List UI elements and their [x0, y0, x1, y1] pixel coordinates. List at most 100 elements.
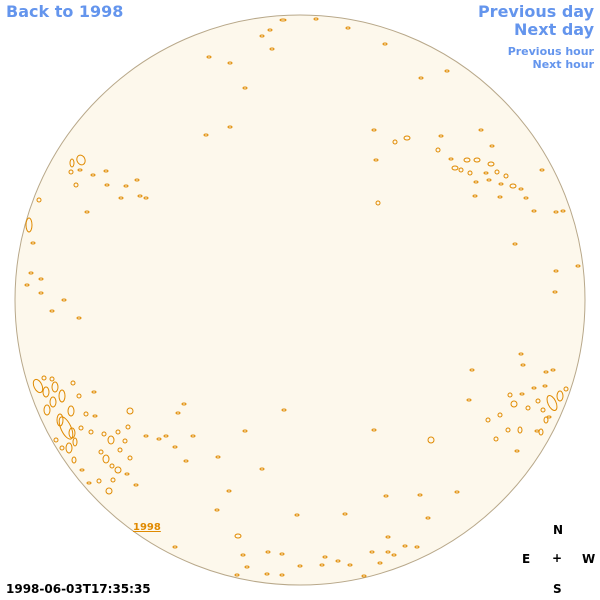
active-region-contour	[517, 426, 523, 434]
active-region-contour	[269, 47, 275, 51]
active-region-contour	[259, 34, 265, 38]
active-region-contour	[319, 563, 325, 567]
active-region-contour	[126, 407, 134, 415]
active-region-contour	[540, 407, 546, 413]
active-region-contour	[498, 182, 504, 186]
active-region-contour	[560, 209, 566, 213]
active-region-contour	[79, 468, 85, 472]
active-region-contour	[125, 424, 131, 430]
active-region-contour	[181, 402, 187, 406]
active-region-contour	[546, 395, 558, 411]
active-region-contour	[531, 386, 537, 390]
active-region-contour	[190, 434, 196, 438]
active-region-contour	[505, 427, 511, 433]
next-day-link[interactable]: Next day	[514, 20, 594, 39]
active-region-contour	[227, 125, 233, 129]
active-region-contour	[418, 76, 424, 80]
active-region-contour	[103, 169, 109, 173]
active-region-contour	[417, 493, 423, 497]
year-link[interactable]: 1998	[133, 522, 161, 533]
active-region-contour	[83, 411, 89, 417]
active-region-contour	[335, 559, 341, 563]
active-region-contour	[114, 466, 122, 474]
active-region-contour	[143, 434, 149, 438]
active-region-contour	[509, 183, 517, 189]
active-region-contour	[49, 309, 55, 313]
active-region-contour	[53, 437, 59, 443]
active-region-contour	[512, 242, 518, 246]
active-region-contour	[65, 442, 73, 454]
active-region-contour	[435, 147, 441, 153]
active-region-contour	[68, 427, 76, 439]
active-region-contour	[345, 26, 351, 30]
active-region-contour	[240, 553, 246, 557]
active-region-contour	[467, 170, 473, 176]
back-to-year-link[interactable]: Back to 1998	[6, 2, 124, 21]
previous-hour-link[interactable]: Previous hour	[507, 45, 594, 58]
active-region-contour	[172, 445, 178, 449]
active-region-contour	[525, 405, 531, 411]
compass-south: S	[553, 582, 562, 596]
active-region-contour	[279, 18, 287, 22]
previous-day-link[interactable]: Previous day	[477, 2, 594, 21]
active-region-contour	[36, 197, 42, 203]
active-region-contour	[267, 28, 273, 32]
active-region-contour	[371, 428, 377, 432]
active-region-contour	[454, 490, 460, 494]
active-region-contour	[313, 17, 319, 21]
active-region-contour	[486, 178, 492, 182]
active-region-contour	[227, 61, 233, 65]
active-region-contour	[71, 456, 77, 464]
active-region-contour	[553, 269, 559, 273]
solar-disk	[14, 14, 586, 586]
active-region-contour	[42, 386, 50, 398]
active-region-contour	[402, 544, 408, 548]
active-region-contour	[234, 573, 240, 577]
active-region-contour	[76, 154, 86, 166]
active-region-contour	[69, 158, 75, 168]
active-region-contour	[265, 550, 271, 554]
active-region-contour	[553, 210, 559, 214]
active-region-contour	[127, 455, 133, 461]
active-region-contour	[124, 472, 130, 476]
active-region-contour	[497, 412, 503, 418]
active-region-contour	[58, 389, 66, 403]
active-region-contour	[172, 545, 178, 549]
active-region-contour	[78, 425, 84, 431]
active-region-contour	[49, 376, 55, 382]
active-region-contour	[67, 405, 75, 417]
active-region-contour	[104, 183, 110, 187]
active-region-contour	[448, 157, 454, 161]
active-region-contour	[102, 454, 110, 464]
next-hour-link[interactable]: Next hour	[532, 58, 595, 71]
active-region-contour	[133, 483, 139, 487]
active-region-contour	[214, 508, 220, 512]
active-region-contour	[118, 196, 124, 200]
active-region-contour	[259, 467, 265, 471]
active-region-contour	[451, 165, 459, 171]
active-region-contour	[534, 429, 540, 433]
active-region-contour	[123, 184, 129, 188]
active-region-contour	[458, 167, 464, 173]
active-region-contour	[70, 380, 76, 386]
active-region-contour	[543, 416, 549, 424]
active-region-contour	[342, 512, 348, 516]
active-region-contour	[539, 168, 545, 172]
active-region-contour	[38, 277, 44, 281]
active-region-contour	[494, 169, 500, 175]
active-region-contour	[115, 429, 121, 435]
active-region-contour	[438, 134, 444, 138]
active-region-contour	[183, 459, 189, 463]
active-region-contour	[77, 168, 83, 172]
active-region-contour	[101, 431, 107, 437]
active-region-contour	[242, 429, 248, 433]
active-region-contour	[535, 398, 541, 404]
active-region-contour	[156, 437, 162, 441]
active-region-contour	[90, 173, 96, 177]
active-region-contour	[510, 400, 518, 408]
compass-north: N	[553, 523, 564, 537]
active-region-contour	[88, 429, 94, 435]
active-region-contour	[137, 194, 143, 198]
active-region-contour	[110, 477, 116, 483]
active-region-contour	[543, 370, 549, 374]
